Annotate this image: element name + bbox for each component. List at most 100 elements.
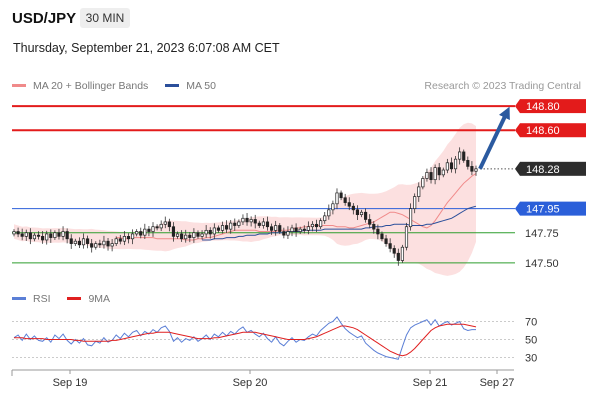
level-label-147-75: 147.75 — [525, 228, 559, 240]
candle-body — [114, 238, 118, 244]
level-label-148-80: 148.80 — [526, 101, 560, 113]
candle-body — [126, 236, 131, 240]
candle-body — [45, 233, 49, 241]
chart-datetime: Thursday, September 21, 2023 6:07:08 AM … — [13, 41, 280, 55]
candle-body — [225, 225, 229, 230]
candle-body — [143, 228, 147, 236]
candle-body — [269, 226, 274, 231]
legend-label-ma50: MA 50 — [186, 80, 216, 92]
candle-body — [359, 211, 364, 216]
candle-body — [20, 233, 24, 237]
candle-body — [437, 167, 441, 176]
candle-body — [327, 209, 331, 217]
candle-body — [249, 219, 253, 223]
candle-body — [417, 186, 421, 197]
candle-body — [445, 162, 449, 171]
candle-body — [86, 238, 90, 244]
symbol-title: USD/JPY — [12, 10, 77, 27]
candle-body — [204, 229, 208, 235]
candle-body — [323, 215, 327, 222]
forecast-arrow — [478, 106, 510, 170]
candle-body — [261, 221, 265, 226]
rsi-line — [13, 316, 476, 360]
candle-body — [77, 240, 81, 246]
candle-body — [237, 221, 241, 226]
candle-body — [28, 232, 32, 240]
candle-body — [32, 234, 37, 240]
candle-body — [302, 228, 306, 231]
candle-body — [253, 219, 257, 224]
candle-body — [102, 240, 106, 246]
candle-body — [429, 172, 433, 181]
candle-body — [404, 226, 409, 248]
candle-body — [453, 158, 458, 170]
x-tick-label: Sep 19 — [53, 377, 88, 389]
candle-body — [319, 220, 323, 228]
candle-body — [278, 225, 282, 232]
candle-body — [106, 240, 110, 247]
candle-body — [388, 243, 392, 249]
level-tag-box — [520, 99, 586, 114]
rsi-panel: 30 50 70 — [12, 316, 537, 365]
candle-body — [147, 228, 151, 232]
candle-body — [122, 236, 126, 242]
candle-body — [81, 238, 86, 246]
candle-body — [36, 234, 41, 237]
timeframe-button[interactable]: 30 MIN — [80, 8, 130, 28]
candle-body — [175, 233, 180, 237]
candle-body — [400, 246, 404, 261]
candle-body — [167, 221, 171, 228]
legend-label-ma20: MA 20 + Bollinger Bands — [33, 80, 149, 92]
legend-item-rsi: RSI — [12, 293, 53, 305]
level-tag-box — [520, 201, 586, 216]
rsi-tick-label-70: 70 — [525, 317, 537, 329]
level-label-147-95: 147.95 — [526, 204, 560, 216]
x-tick-label: Sep 21 — [413, 377, 448, 389]
candle-body — [61, 231, 65, 237]
legend-swatch-ma20 — [12, 83, 26, 87]
rsi-tick-label-50: 50 — [525, 335, 537, 347]
candle-body — [421, 178, 425, 188]
candle-body — [130, 233, 135, 240]
legend-label-rsi: RSI — [33, 293, 51, 305]
candle-body — [216, 227, 221, 231]
candle-body — [384, 238, 388, 244]
x-tick-label: Sep 27 — [480, 377, 515, 389]
candle-body — [331, 203, 335, 211]
candle-body — [257, 222, 261, 226]
level-tag-box — [520, 161, 586, 176]
candle-body — [118, 238, 122, 242]
legend-item-9ma: 9MA — [67, 293, 110, 305]
candle-body — [449, 162, 454, 170]
x-tick-label: Sep 20 — [233, 377, 268, 389]
candle-body — [310, 223, 315, 228]
candle-body — [466, 160, 470, 167]
candles-layer — [12, 147, 478, 266]
candle-body — [184, 234, 188, 240]
candle-body — [220, 225, 225, 231]
level-tag-pointer — [515, 99, 520, 114]
candle-body — [290, 227, 294, 232]
bollinger-band-area — [14, 122, 476, 276]
candle-body — [212, 227, 216, 235]
candle-body — [200, 233, 204, 237]
candle-body — [396, 252, 400, 261]
candle-body — [335, 192, 339, 205]
candle-body — [368, 219, 372, 225]
level-labels-layer: 148.80 148.60 148.28 147.95 147.75 147.50 — [515, 99, 586, 270]
candle-body — [462, 151, 466, 161]
legend-item-ma50: MA 50 — [165, 80, 216, 92]
candle-body — [208, 229, 212, 235]
candle-body — [139, 231, 143, 236]
levels-layer — [12, 105, 515, 264]
candle-body — [474, 168, 478, 172]
x-axis: Sep 19 Sep 20 Sep 21 Sep 27 — [11, 369, 515, 389]
candle-body — [265, 221, 270, 228]
legend-swatch-ma50 — [165, 83, 180, 87]
level-tag-box — [520, 123, 586, 138]
bollinger-bands-layer — [14, 122, 476, 276]
level-tag-pointer — [515, 123, 520, 138]
candle-body — [41, 236, 45, 241]
candle-body — [53, 232, 57, 238]
